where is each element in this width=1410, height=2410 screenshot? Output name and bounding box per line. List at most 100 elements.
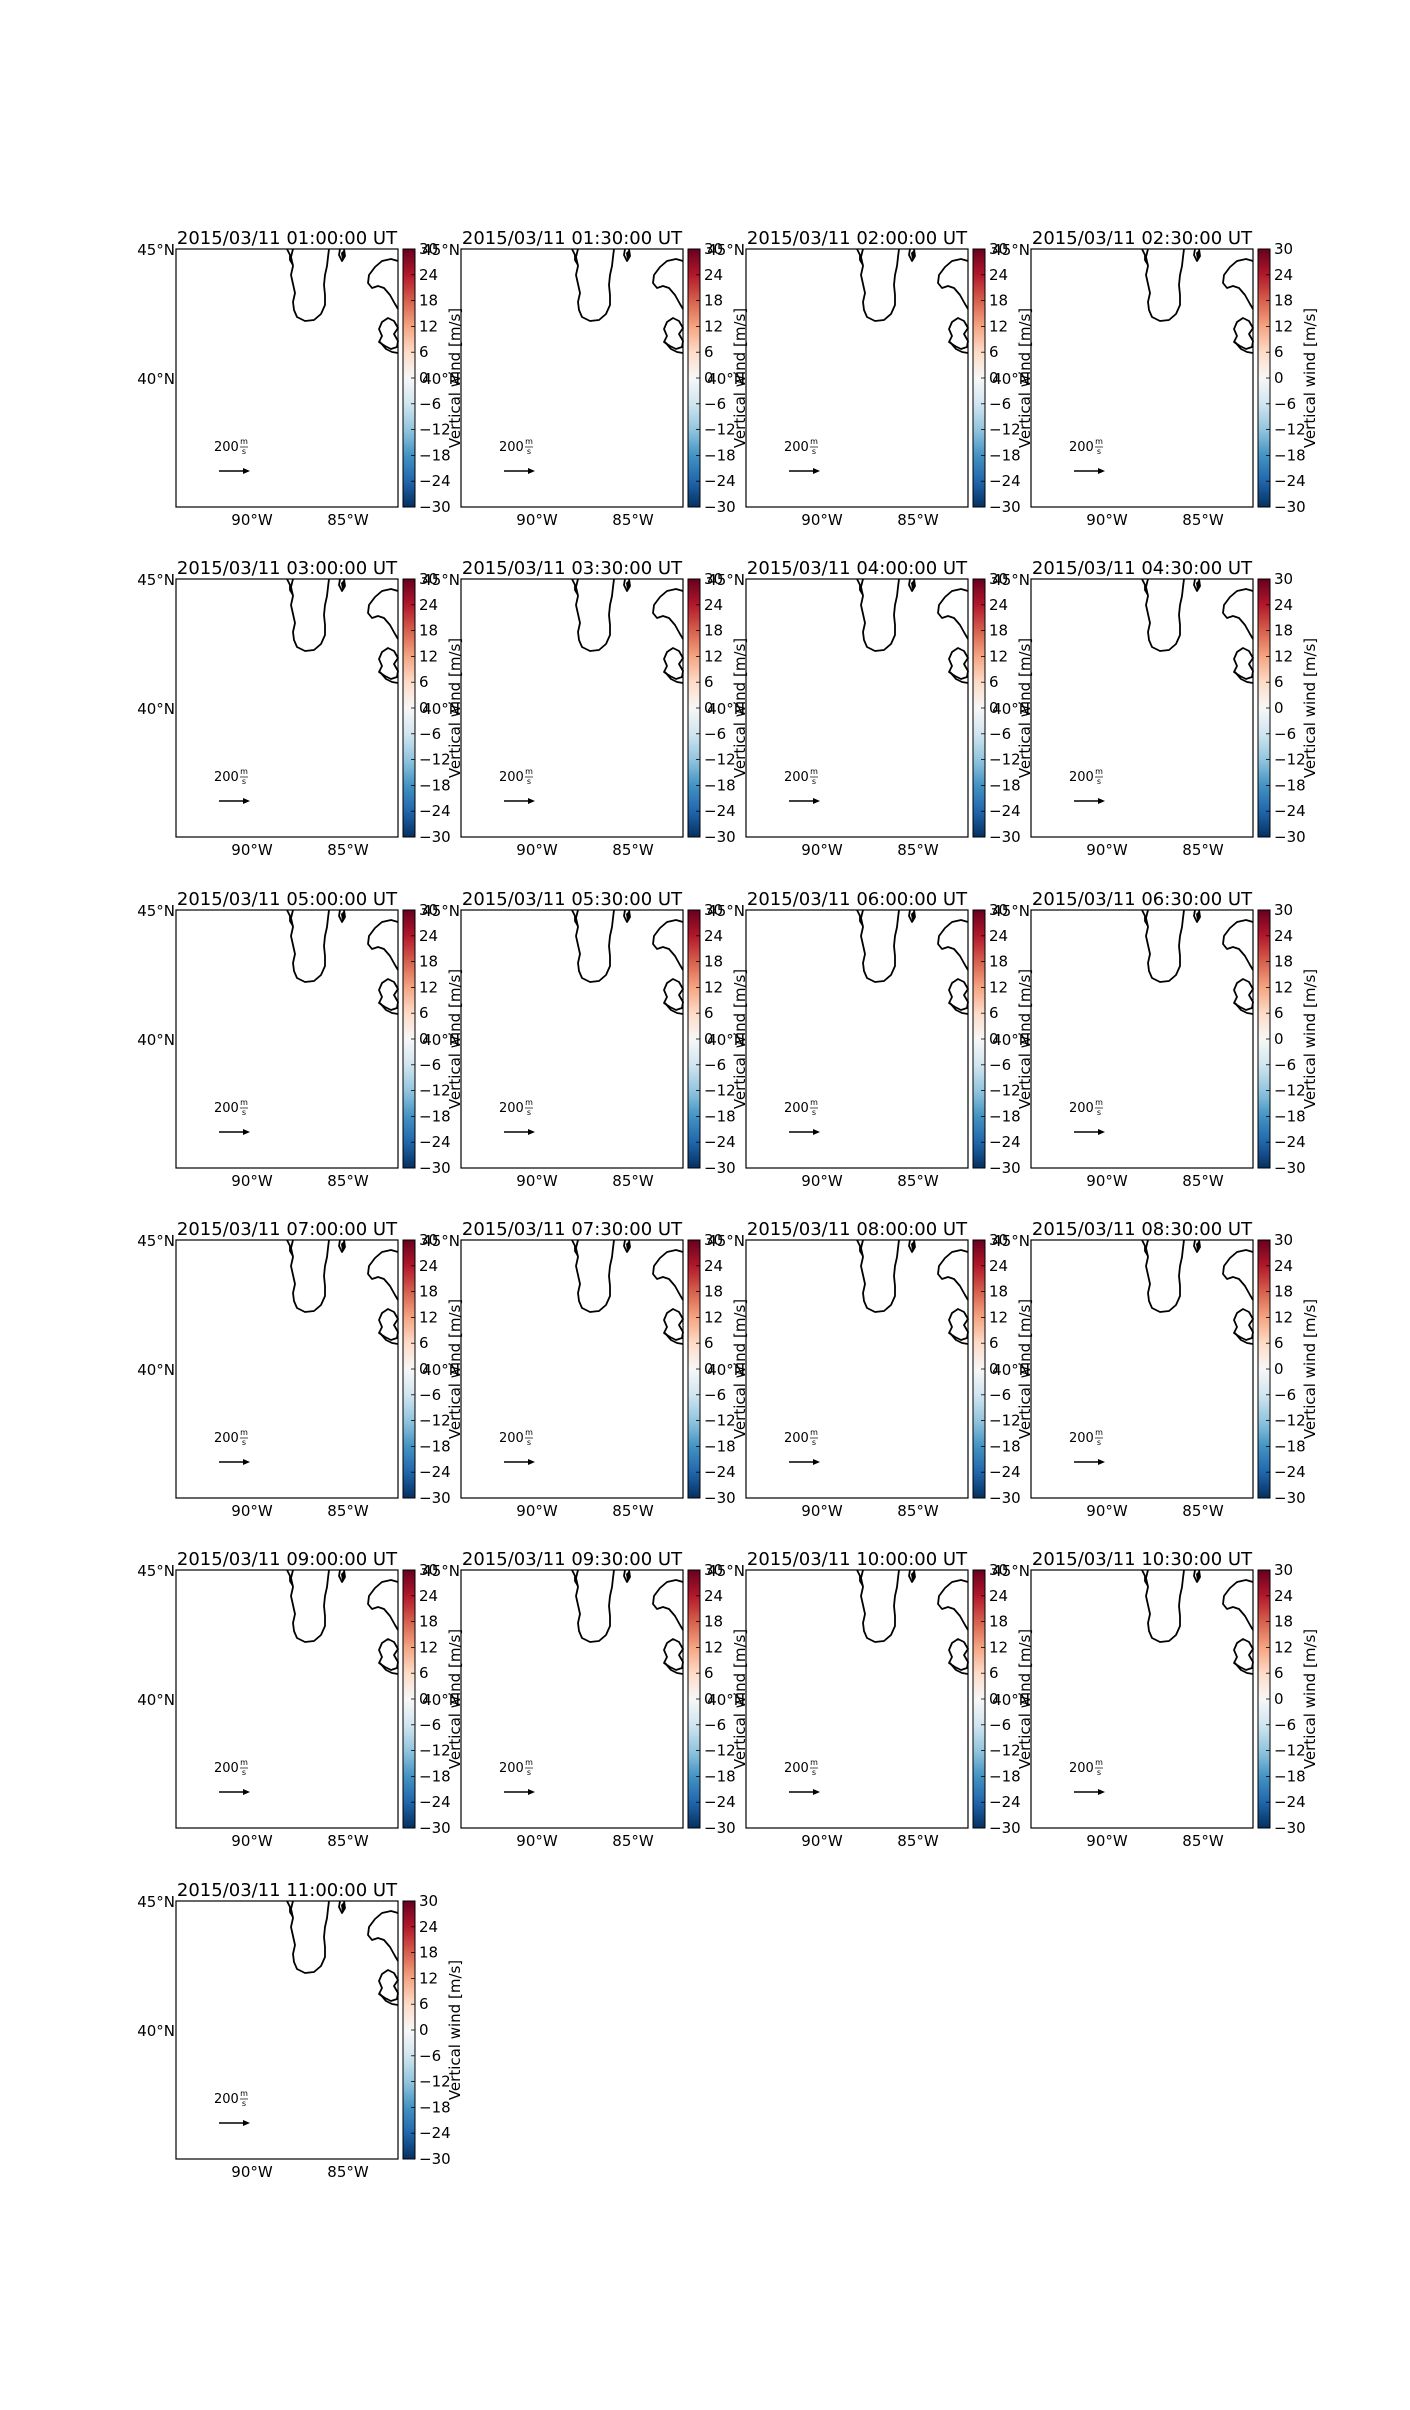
- panel-title: 2015/03/11 04:30:00 UT: [1032, 558, 1253, 579]
- coastline: [379, 1662, 399, 1675]
- colorbar-tick-label: −18: [704, 1107, 736, 1125]
- colorbar-tick-label: 6: [704, 343, 714, 361]
- map-frame: [745, 1239, 969, 1499]
- coastline: [949, 1332, 969, 1345]
- coastline: [290, 1239, 330, 1313]
- colorbar-tick-label: −18: [1274, 1437, 1306, 1455]
- map-frame: [460, 1569, 684, 1829]
- colorbar-tick-label: −24: [989, 1793, 1021, 1811]
- lat-label: 40°N: [422, 1031, 460, 1049]
- colorbar-tick-label: −12: [704, 1082, 736, 1100]
- island-shape: [341, 580, 345, 589]
- reference-arrow-value: 200: [1069, 1101, 1094, 1116]
- colorbar-tick-label: 0: [989, 699, 999, 717]
- colorbar-tick-label: 24: [704, 266, 723, 284]
- reference-arrow-key: 200 ms: [1069, 437, 1105, 474]
- coastline: [1193, 1569, 1201, 1583]
- colorbar-tick-label: −18: [419, 776, 451, 794]
- coastline: [1145, 1569, 1185, 1643]
- reference-arrow-unit-den: s: [1097, 447, 1101, 456]
- reference-arrow-value: 200: [214, 1101, 239, 1116]
- island-shape: [1196, 1241, 1200, 1250]
- reference-arrow-value: 200: [499, 440, 524, 455]
- colorbar-tick-label: 6: [1274, 1004, 1284, 1022]
- colorbar: 30 24 18 12 6 0 −6 −12 −18 −24 −30 Vertical wind [m…: [1257, 1231, 1319, 1507]
- lon-label: 90°W: [516, 1832, 558, 1850]
- lon-label: 85°W: [897, 1172, 939, 1190]
- colorbar-tick-label: −6: [989, 1716, 1011, 1734]
- lat-label: 40°N: [422, 370, 460, 388]
- lat-label: 40°N: [707, 1691, 745, 1709]
- coastline: [1222, 588, 1254, 640]
- colorbar-tick-label: −12: [1274, 1412, 1306, 1430]
- coastline: [860, 248, 900, 322]
- reference-arrow-unit-den: s: [242, 1108, 246, 1117]
- colorbar-tick-label: −6: [1274, 725, 1296, 743]
- coastline: [623, 248, 631, 262]
- colorbar-tick-label: 24: [1274, 596, 1293, 614]
- reference-arrow-unit-num: m: [810, 767, 818, 776]
- colorbar-tick-label: 6: [989, 343, 999, 361]
- colorbar-tick-label: −18: [419, 2098, 451, 2116]
- coastline: [1234, 1332, 1254, 1345]
- lon-label: 90°W: [516, 1502, 558, 1520]
- lat-label: 45°N: [992, 1232, 1030, 1250]
- island-shape: [341, 1241, 345, 1250]
- colorbar-tick-label: 30: [704, 570, 723, 588]
- colorbar-tick-label: 6: [419, 1995, 429, 2013]
- reference-arrow-key: 200 ms: [1069, 1428, 1105, 1465]
- colorbar-tick-label: 30: [1274, 240, 1293, 258]
- reference-arrow-unit-den: s: [242, 777, 246, 786]
- coastline: [286, 578, 294, 596]
- colorbar-label: Vertical wind [m/s]: [446, 638, 464, 778]
- colorbar: 30 24 18 12 6 0 −6 −12 −18 −24 −30 Vertical wind [m…: [402, 1892, 464, 2168]
- colorbar-tick-label: −30: [989, 1159, 1021, 1177]
- coastline: [575, 578, 615, 652]
- colorbar: 30 24 18 12 6 0 −6 −12 −18 −24 −30 Vertical wind [m…: [402, 1231, 464, 1507]
- colorbar-tick-label: 12: [1274, 978, 1293, 996]
- reference-arrow-key: 200 ms: [1069, 1758, 1105, 1795]
- colorbar-tick-label: −30: [419, 1489, 451, 1507]
- colorbar-tick-label: 18: [1274, 622, 1293, 640]
- colorbar-tick-label: −6: [1274, 395, 1296, 413]
- colorbar-tick-label: −24: [989, 802, 1021, 820]
- lat-label: 40°N: [992, 1691, 1030, 1709]
- colorbar: 30 24 18 12 6 0 −6 −12 −18 −24 −30 Vertical wind [m…: [972, 240, 1034, 516]
- colorbar-tick-label: −24: [989, 1133, 1021, 1151]
- reference-arrow-value: 200: [784, 770, 809, 785]
- coastline: [338, 578, 346, 592]
- reference-arrow-value: 200: [784, 1761, 809, 1776]
- reference-arrow-unit-num: m: [810, 1098, 818, 1107]
- colorbar-tick-label: 6: [419, 1004, 429, 1022]
- lon-label: 85°W: [1182, 1832, 1224, 1850]
- coastline: [908, 248, 916, 262]
- lat-label: 40°N: [422, 1361, 460, 1379]
- island-shape: [911, 1571, 915, 1580]
- coastline: [856, 578, 864, 596]
- colorbar-tick-label: −30: [1274, 828, 1306, 846]
- lon-label: 85°W: [897, 841, 939, 859]
- coastline: [664, 1332, 684, 1345]
- colorbar-tick-label: −18: [1274, 1107, 1306, 1125]
- colorbar-tick-label: 6: [704, 673, 714, 691]
- panel-title: 2015/03/11 08:00:00 UT: [747, 1219, 968, 1240]
- lon-label: 90°W: [1086, 841, 1128, 859]
- reference-arrow-unit-num: m: [525, 1428, 533, 1437]
- map-frame: [460, 578, 684, 838]
- colorbar-tick-label: −18: [704, 776, 736, 794]
- colorbar-label: Vertical wind [m/s]: [731, 969, 749, 1109]
- colorbar-tick-label: 12: [704, 978, 723, 996]
- colorbar-tick-label: 12: [1274, 1308, 1293, 1326]
- colorbar-tick-label: 18: [704, 953, 723, 971]
- colorbar: 30 24 18 12 6 0 −6 −12 −18 −24 −30 Vertical wind [m…: [402, 1561, 464, 1837]
- reference-arrow-unit-den: s: [1097, 777, 1101, 786]
- colorbar-label: Vertical wind [m/s]: [1301, 308, 1319, 448]
- colorbar-tick-label: 0: [989, 1360, 999, 1378]
- reference-arrow-head: [243, 468, 250, 474]
- colorbar-tick-label: 18: [419, 292, 438, 310]
- colorbar-tick-label: −12: [1274, 421, 1306, 439]
